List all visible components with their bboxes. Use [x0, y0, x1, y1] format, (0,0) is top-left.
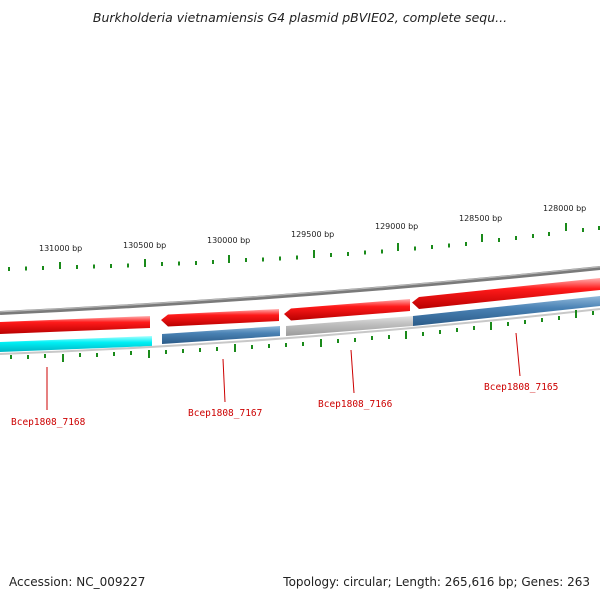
ruler-label: 130000 bp: [207, 236, 250, 245]
gene-track-7167[interactable]: [162, 326, 280, 344]
gene-track-7166[interactable]: [286, 316, 413, 336]
ruler-ticks-top: [8, 223, 600, 271]
gene-track-7165[interactable]: [413, 296, 600, 326]
gene-label-7167[interactable]: Bcep1808_7167: [188, 408, 262, 419]
cds-arrows: [0, 278, 600, 334]
gene-leader-lines: [46, 332, 521, 410]
ruler-label: 129000 bp: [375, 222, 418, 231]
ruler-ticks-bottom: [10, 310, 594, 362]
ruler-labels: 131000 bp 130500 bp 130000 bp 129500 bp …: [39, 204, 586, 253]
ruler-label: 128000 bp: [543, 204, 586, 213]
cds-arrow-7166[interactable]: [284, 299, 410, 321]
cds-arrow-7167[interactable]: [161, 309, 279, 327]
gene-labels: Bcep1808_7168 Bcep1808_7167 Bcep1808_716…: [11, 382, 558, 428]
cds-arrow-7165[interactable]: [412, 278, 600, 309]
ruler-label: 131000 bp: [39, 244, 82, 253]
ruler-label: 128500 bp: [459, 214, 502, 223]
ruler-label: 130500 bp: [123, 241, 166, 250]
ruler-label: 129500 bp: [291, 230, 334, 239]
gene-label-7166[interactable]: Bcep1808_7166: [318, 399, 393, 410]
gene-label-7165[interactable]: Bcep1808_7165: [484, 382, 558, 393]
gene-track: [0, 296, 600, 352]
page-title: Burkholderia vietnamiensis G4 plasmid pB…: [92, 10, 508, 25]
accession-text: Accession: NC_009227: [9, 575, 146, 589]
gene-label-7168[interactable]: Bcep1808_7168: [11, 417, 86, 428]
plasmid-backbone: [0, 266, 600, 315]
track-lower-rim: [0, 308, 600, 355]
cds-arrow-7168[interactable]: [0, 316, 150, 334]
gene-track-7168[interactable]: [0, 336, 152, 352]
sequence-summary: Topology: circular; Length: 265,616 bp; …: [283, 575, 590, 589]
